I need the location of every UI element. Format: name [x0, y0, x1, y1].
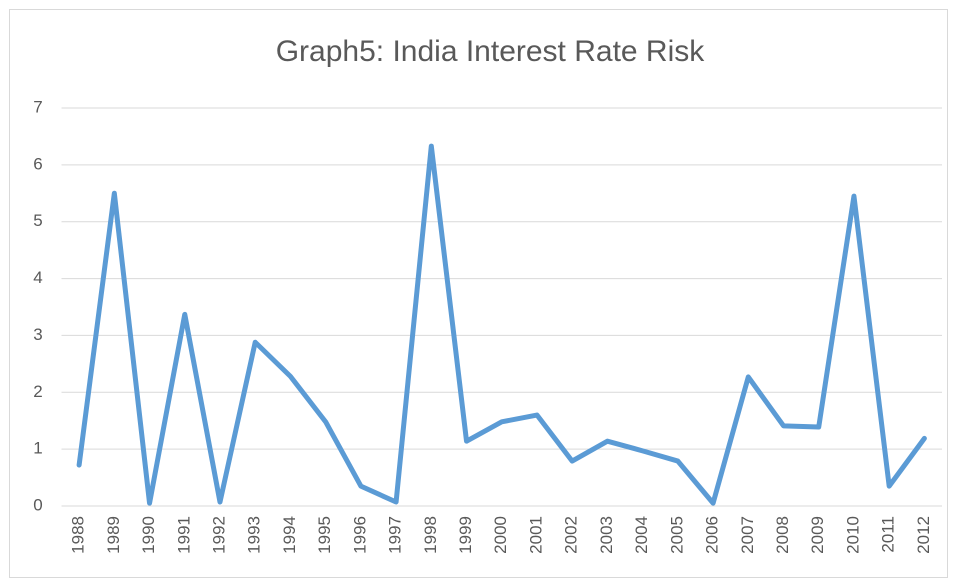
x-tick-label: 1989: [104, 516, 123, 554]
x-tick-label: 2012: [914, 516, 933, 554]
x-tick-label: 2008: [773, 516, 792, 554]
y-tick-label: 5: [33, 211, 42, 230]
x-tick-label: 1998: [421, 516, 440, 554]
data-line: [76, 143, 927, 506]
x-tick-label: 2010: [843, 516, 862, 554]
chart-title: Graph5: India Interest Rate Risk: [276, 35, 706, 68]
y-tick-label: 7: [33, 97, 42, 116]
y-tick-label: 6: [33, 154, 42, 173]
x-tick-label: 2009: [808, 516, 827, 554]
x-tick-label: 1999: [456, 516, 475, 554]
y-tick-label: 0: [33, 495, 42, 514]
x-tick-label: 2004: [632, 516, 651, 554]
x-tick-label: 2000: [491, 516, 510, 554]
x-tick-label: 2005: [667, 516, 686, 554]
x-tick-label: 2011: [879, 516, 898, 553]
chart-border: [9, 9, 948, 578]
x-tick-label: 2007: [738, 516, 757, 554]
x-tick-label: 1997: [386, 516, 405, 554]
y-tick-label: 1: [33, 439, 42, 458]
x-tick-label: 2001: [526, 516, 545, 554]
x-tick-label: 1995: [315, 516, 334, 554]
x-tick-label: 1996: [350, 516, 369, 554]
x-tick-label: 2006: [703, 516, 722, 554]
x-tick-label: 1988: [69, 516, 88, 554]
y-tick-label: 4: [33, 268, 42, 287]
x-tick-label: 1994: [280, 516, 299, 554]
x-tick-label: 2002: [562, 516, 581, 554]
x-tick-label: 1990: [139, 516, 158, 554]
x-tick-label: 2003: [597, 516, 616, 554]
x-tick-label: 1991: [174, 516, 193, 554]
x-tick-label: 1992: [209, 516, 228, 554]
y-tick-label: 3: [33, 325, 42, 344]
x-tick-label: 1993: [245, 516, 264, 554]
y-tick-label: 2: [33, 382, 42, 401]
